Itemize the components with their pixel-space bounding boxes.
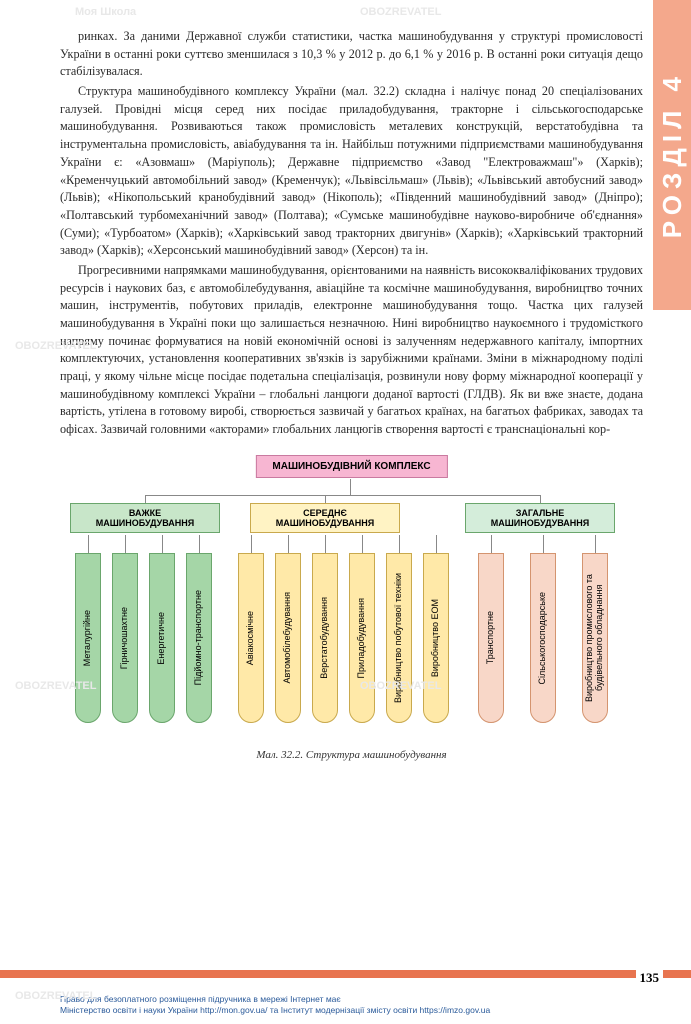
connector [491, 535, 492, 553]
diagram: МАШИНОБУДІВНИЙ КОМПЛЕКС ВАЖКЕМАШИНОБУДУВ… [60, 453, 643, 763]
bottom-bar [0, 970, 691, 978]
side-tab: РОЗДІЛ 4 [653, 0, 691, 310]
diagram-leaf-label: Підйомно-транспортне [194, 590, 204, 685]
diagram-root: МАШИНОБУДІВНИЙ КОМПЛЕКС [255, 455, 447, 478]
side-tab-text: РОЗДІЛ 4 [657, 71, 688, 238]
page: РОЗДІЛ 4 ринках. За даними Державної слу… [0, 0, 691, 1024]
page-number: 135 [636, 968, 664, 988]
diagram-leaf-label: Автомобілебудування [283, 592, 293, 684]
connector [251, 535, 252, 553]
paragraph-2: Структура машинобудівного комплексу Укра… [60, 83, 643, 260]
diagram-group: ЗАГАЛЬНЕМАШИНОБУДУВАННЯ [465, 503, 615, 533]
diagram-leaf-label: Сільськогосподарське [538, 592, 548, 684]
diagram-leaf: Підйомно-транспортне [186, 553, 212, 723]
connector [436, 535, 437, 553]
connector [125, 535, 126, 553]
diagram-leaf-label: Виробництво промислового та будівельного… [585, 554, 605, 722]
diagram-leaf-label: Авіакосмічне [246, 611, 256, 665]
diagram-leaf: Авіакосмічне [238, 553, 264, 723]
connector [145, 495, 540, 496]
diagram-leaf: Гірничошахтне [112, 553, 138, 723]
diagram-leaf: Виробництво промислового та будівельного… [582, 553, 608, 723]
connector [350, 479, 351, 495]
connector [325, 535, 326, 553]
footer-line-2: Міністерство освіти і науки України http… [60, 1005, 643, 1016]
diagram-group: ВАЖКЕМАШИНОБУДУВАННЯ [70, 503, 220, 533]
connector [362, 535, 363, 553]
diagram-leaf-label: Виробництво ЕОМ [431, 599, 441, 677]
diagram-leaf-label: Гірничошахтне [120, 607, 130, 669]
diagram-leaf: Сільськогосподарське [530, 553, 556, 723]
paragraph-3: Прогресивними напрямками машинобудування… [60, 262, 643, 439]
connector [543, 535, 544, 553]
diagram-leaf-label: Верстатобудування [320, 597, 330, 679]
diagram-leaf-label: Транспортне [486, 611, 496, 664]
footer-line-1: Право для безоплатного розміщення підруч… [60, 994, 643, 1005]
connector [595, 535, 596, 553]
diagram-leaf: Транспортне [478, 553, 504, 723]
connector [399, 535, 400, 553]
connector [288, 535, 289, 553]
diagram-leaf-label: Енергетичне [157, 612, 167, 665]
paragraph-1: ринках. За даними Державної служби стати… [60, 28, 643, 81]
connector [540, 495, 541, 503]
diagram-leaf-label: Виробництво побутової техніки [394, 573, 404, 703]
connector [88, 535, 89, 553]
footer: Право для безоплатного розміщення підруч… [60, 994, 643, 1016]
diagram-leaf: Автомобілебудування [275, 553, 301, 723]
diagram-leaf: Металургійне [75, 553, 101, 723]
diagram-leaf: Приладобудування [349, 553, 375, 723]
diagram-leaf: Енергетичне [149, 553, 175, 723]
diagram-group: СЕРЕДНЄМАШИНОБУДУВАННЯ [250, 503, 400, 533]
diagram-leaf: Виробництво ЕОМ [423, 553, 449, 723]
diagram-caption: Мал. 32.2. Структура машинобудування [60, 749, 643, 761]
connector [145, 495, 146, 503]
diagram-leaf-label: Металургійне [83, 610, 93, 666]
connector [199, 535, 200, 553]
diagram-leaf: Верстатобудування [312, 553, 338, 723]
connector [162, 535, 163, 553]
diagram-leaf-label: Приладобудування [357, 598, 367, 678]
connector [325, 495, 326, 503]
diagram-leaf: Виробництво побутової техніки [386, 553, 412, 723]
